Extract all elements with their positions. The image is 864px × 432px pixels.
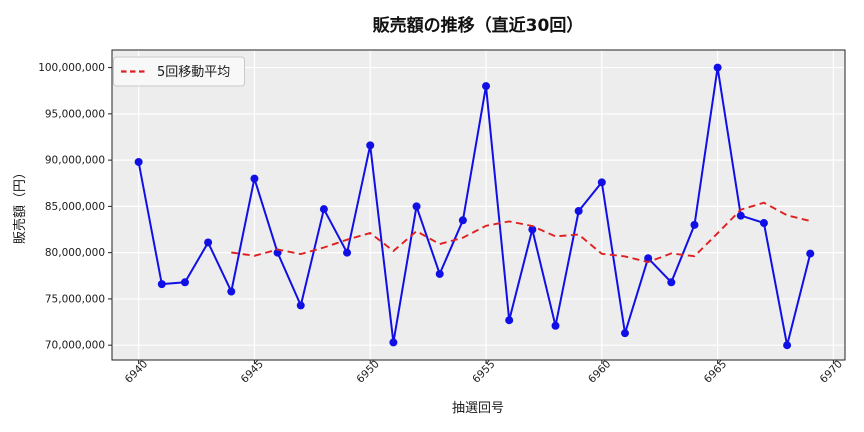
y-tick-label: 80,000,000 [45, 247, 105, 259]
sales-point [134, 157, 143, 166]
sales-point [528, 225, 537, 234]
x-tick-label: 6940 [123, 358, 150, 385]
plot-border [111, 49, 846, 361]
plot-background [112, 50, 845, 360]
legend-label: 5回移動平均 [157, 65, 230, 80]
sales-point [319, 205, 328, 214]
sales-point [482, 82, 491, 91]
sales-line [137, 66, 812, 347]
sales-point [366, 141, 375, 150]
sales-point [505, 316, 514, 325]
sales-point [713, 63, 722, 72]
sales-point [783, 341, 792, 350]
sales-point [296, 301, 305, 310]
legend: 5回移動平均 [113, 56, 245, 87]
x-tick-label: 6970 [818, 358, 845, 385]
y-tick-label: 70,000,000 [45, 340, 105, 352]
sales-point [620, 329, 629, 338]
sales-point [667, 278, 676, 287]
plot-area: 6940 6945 6950 6955 6960 6965 6970 70,000,000 75… [38, 49, 846, 386]
y-tick-label: 90,000,000 [45, 155, 105, 167]
legend-box [113, 56, 245, 87]
x-tick-label: 6950 [354, 358, 381, 385]
x-tick-label: 6960 [586, 358, 613, 385]
y-tick-label: 85,000,000 [45, 201, 105, 213]
sales-point [435, 269, 444, 278]
x-axis-label: 抽選回号 [452, 401, 504, 416]
sales-point [759, 219, 768, 228]
sales-point [343, 248, 352, 257]
sales-point [690, 220, 699, 229]
sales-point [227, 287, 236, 296]
sales-point [551, 321, 560, 330]
sales-point [157, 280, 166, 289]
x-tick-label: 6955 [470, 358, 497, 385]
chart-title: 販売額の推移（直近30回） [373, 15, 584, 36]
sales-point [644, 254, 653, 263]
sales-point [180, 278, 189, 287]
x-tick-label: 6965 [702, 358, 729, 385]
sales-point [736, 211, 745, 220]
sales-point [389, 338, 398, 347]
y-tick-label: 75,000,000 [45, 293, 105, 305]
sales-point [458, 216, 467, 225]
sales-point [574, 207, 583, 216]
sales-point [412, 202, 421, 211]
sales-point [806, 249, 815, 258]
y-tick-label: 100,000,000 [38, 62, 105, 74]
sales-point [597, 178, 606, 187]
y-tick-label: 95,000,000 [45, 108, 105, 120]
moving-average-line [231, 201, 811, 264]
sales-point [204, 238, 213, 247]
y-axis-label: 販売額（円） [12, 166, 28, 244]
sales-point [250, 174, 259, 183]
x-tick-label: 6945 [239, 358, 266, 385]
